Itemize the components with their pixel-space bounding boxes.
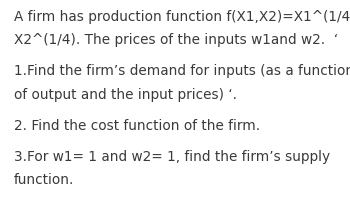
Text: X2^(1/4). The prices of the inputs w1and w2.  ‘: X2^(1/4). The prices of the inputs w1and… bbox=[14, 33, 338, 47]
Text: 2. Find the cost function of the firm.: 2. Find the cost function of the firm. bbox=[14, 119, 260, 133]
Text: 1.Find the firm’s demand for inputs (as a function: 1.Find the firm’s demand for inputs (as … bbox=[14, 64, 350, 78]
Text: of output and the input prices) ‘.: of output and the input prices) ‘. bbox=[14, 88, 237, 102]
Text: A firm has production function f(X1,X2)=X1^(1/4): A firm has production function f(X1,X2)=… bbox=[14, 10, 350, 24]
Text: function.: function. bbox=[14, 173, 74, 187]
Text: 3.For w1= 1 and w2= 1, find the firm’s supply: 3.For w1= 1 and w2= 1, find the firm’s s… bbox=[14, 150, 330, 164]
